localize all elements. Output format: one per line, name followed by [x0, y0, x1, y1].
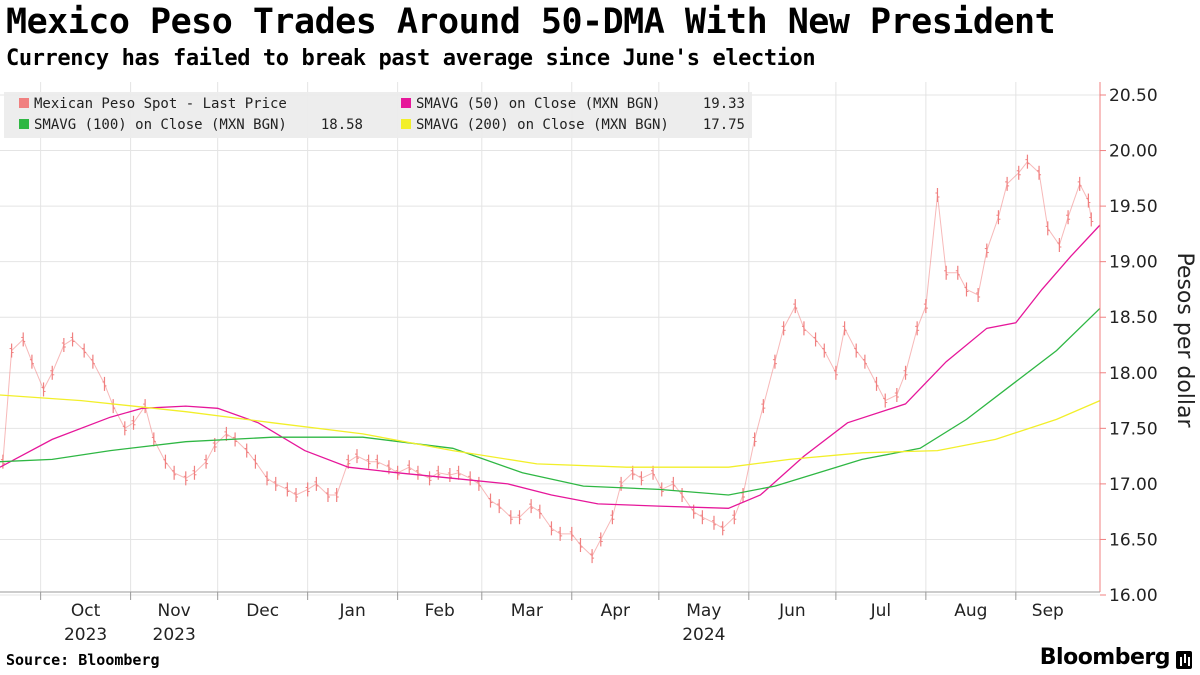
legend-label: SMAVG (50) on Close (MXN BGN)	[416, 96, 660, 112]
source-note: Source: Bloomberg	[6, 651, 160, 669]
legend-value: 19.33	[703, 96, 745, 112]
x-tick-label: Apr	[601, 601, 630, 621]
x-tick-label: May	[686, 601, 721, 621]
x-tick-label: Jul	[870, 601, 892, 621]
x-year-label: 2024	[682, 625, 725, 645]
x-axis: Oct 2023 Nov 2023 Dec Jan Feb Mar Apr May 2024 Jun J…	[0, 591, 1100, 645]
x-tick-label: Jan	[339, 601, 366, 621]
legend-swatch	[19, 98, 29, 108]
x-tick-label: Mar	[511, 601, 543, 621]
x-tick-label: Nov	[158, 601, 191, 621]
brand-logo: Bloomberg	[1039, 645, 1171, 670]
x-year-label: 2023	[153, 625, 196, 645]
legend-background	[4, 92, 752, 138]
legend-swatch	[19, 119, 29, 129]
legend: Mexican Peso Spot - Last Price SMAVG (50)…	[4, 92, 752, 138]
x-tick-label: Jun	[778, 601, 806, 621]
y-tick-label: 18.50	[1109, 308, 1158, 328]
chart-subtitle: Currency has failed to break past averag…	[6, 46, 816, 71]
x-tick-label: Sep	[1032, 601, 1064, 621]
legend-swatch	[401, 119, 411, 129]
x-tick-label: Feb	[425, 601, 455, 621]
legend-value: 18.58	[321, 117, 363, 133]
x-tick-label: Oct	[71, 601, 101, 621]
x-year-label: 2023	[64, 625, 107, 645]
price-line	[2, 160, 1092, 557]
y-axis-title: Pesos per dollar	[1172, 252, 1197, 428]
chart-title: Mexico Peso Trades Around 50-DMA With Ne…	[6, 2, 1056, 42]
moving-average-line	[0, 224, 1101, 509]
y-tick-label: 20.00	[1109, 142, 1158, 162]
gridlines	[0, 82, 1100, 596]
legend-swatch	[401, 98, 411, 108]
y-tick-label: 17.00	[1109, 475, 1158, 495]
moving-average-line	[0, 394, 1101, 468]
y-tick-label: 16.00	[1109, 586, 1158, 606]
y-tick-label: 16.50	[1109, 530, 1158, 550]
legend-label: SMAVG (200) on Close (MXN BGN)	[416, 117, 669, 133]
x-tick-label: Aug	[954, 601, 987, 621]
legend-label: SMAVG (100) on Close (MXN BGN)	[34, 117, 287, 133]
legend-label: Mexican Peso Spot - Last Price	[34, 96, 287, 112]
x-tick-label: Dec	[246, 601, 279, 621]
y-tick-label: 17.50	[1109, 419, 1158, 439]
moving-average-line	[0, 307, 1101, 496]
y-tick-label: 18.00	[1109, 364, 1158, 384]
legend-value: 17.75	[703, 117, 745, 133]
y-tick-label: 19.00	[1109, 253, 1158, 273]
bloomberg-terminal-icon	[1176, 651, 1192, 669]
y-tick-label: 19.50	[1109, 197, 1158, 217]
y-axis: 16.00 16.50 17.00 17.50 18.00 18.50 19.00 19.50…	[1099, 82, 1158, 606]
y-tick-label: 20.50	[1109, 86, 1158, 106]
series-layer	[0, 154, 1101, 564]
